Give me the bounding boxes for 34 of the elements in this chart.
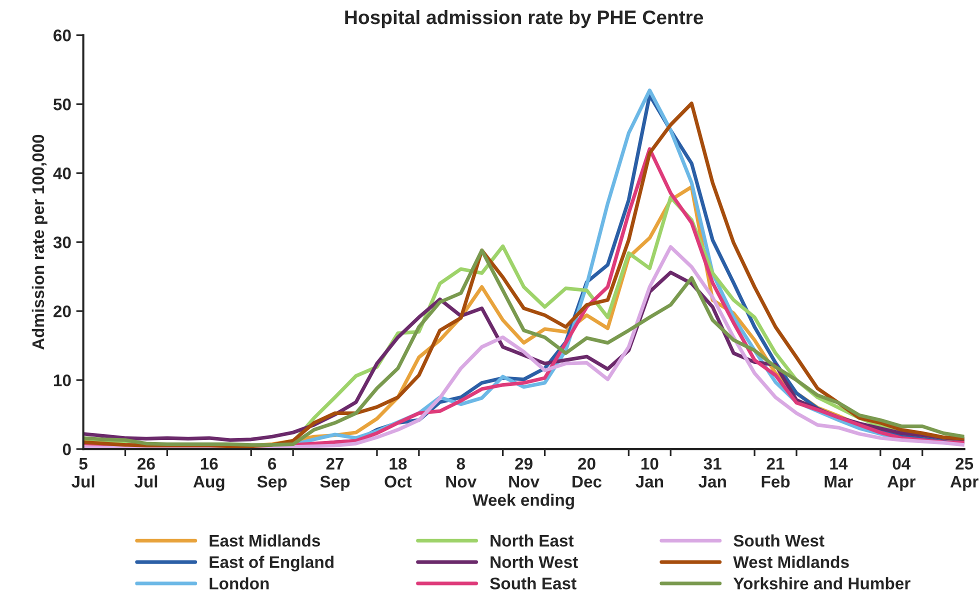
legend-label: North East [490, 534, 574, 547]
x-tick-label: 16 Aug [193, 458, 224, 491]
y-tick-label: 0 [62, 443, 71, 456]
legend-label: South West [734, 534, 824, 547]
legend-label: East of England [210, 556, 334, 572]
x-tick-label: 20 Dec [572, 458, 602, 488]
legend-label: North West [490, 556, 578, 568]
x-tick-label: 29 Nov [509, 458, 540, 488]
x-tick-label: 6 Sep [257, 458, 287, 491]
x-tick-label: 25 Apr [950, 458, 978, 491]
y-axis-title: Admission rate per 100,000 [32, 134, 48, 350]
x-axis-title: Week ending [472, 494, 574, 510]
x-tick-label: 27 Sep [320, 458, 350, 491]
chart-title: Hospital admission rate by PHE Centre [345, 10, 704, 28]
x-tick-label: 04 Apr [887, 458, 916, 491]
y-tick-label: 10 [54, 374, 71, 386]
y-tick-label: 40 [53, 168, 71, 180]
x-tick-label: 21 Feb [762, 458, 790, 488]
y-tick-label: 20 [54, 305, 71, 318]
x-tick-label: 31 Jan [698, 458, 726, 488]
legend-label: Yorkshire and Humber [733, 577, 910, 590]
legend-label: East Midlands [210, 534, 320, 547]
x-tick-label: 14 Mar [824, 458, 854, 488]
x-tick-label: 8 Nov [446, 458, 477, 488]
y-tick-label: 30 [53, 236, 71, 248]
y-tick-label: 60 [54, 30, 71, 42]
x-tick-label: 5 Jul [72, 458, 94, 488]
legend-label: South East [490, 577, 576, 590]
x-tick-label: 26 Jul [134, 458, 158, 488]
x-tick-label: 10 Jan [636, 458, 663, 488]
y-tick-label: 50 [53, 98, 71, 110]
x-tick-label: 18 Oct [384, 458, 412, 488]
legend-label: London [210, 577, 269, 590]
legend-label: West Midlands [733, 556, 849, 568]
